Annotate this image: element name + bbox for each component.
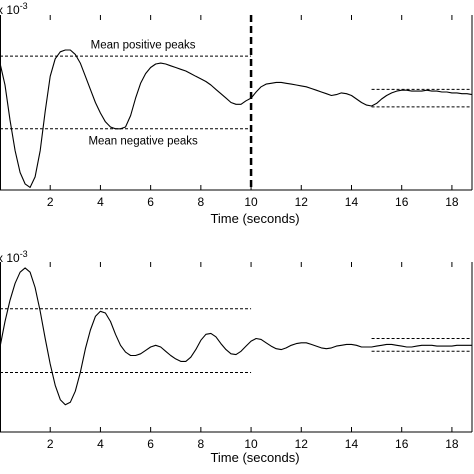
x-tick-label: 2 — [47, 195, 54, 209]
exponent-power: -3 — [20, 1, 28, 11]
x-tick-label: 8 — [198, 437, 205, 451]
x-axis-label: Time (seconds) — [210, 211, 299, 226]
x-tick-label: 10 — [244, 195, 258, 209]
top-panel: 2 4 6 8 10 12 14 16 18 x 10-3 Time (seconds) Mean p… — [0, 1, 473, 226]
exponent-label: x 10-3 — [0, 249, 28, 265]
x-tick-label: 10 — [244, 437, 258, 451]
x-tick-label: 16 — [395, 437, 409, 451]
x-tick-label: 18 — [445, 195, 459, 209]
x-tick-label: 8 — [198, 195, 205, 209]
series-line — [0, 49, 473, 188]
x-tick-label: 4 — [97, 195, 104, 209]
series-line — [0, 267, 472, 406]
x-tick-label: 4 — [97, 437, 104, 451]
x-tick-label: 6 — [147, 195, 154, 209]
x-tick-label: 12 — [295, 437, 309, 451]
x-axis-label: Time (seconds) — [210, 450, 299, 465]
x-tick-label: 18 — [445, 437, 459, 451]
annotation-label: Mean positive peaks — [91, 39, 196, 51]
exponent-base: x 10 — [0, 251, 20, 265]
x-tick-label: 2 — [47, 437, 54, 451]
exponent-label: x 10-3 — [0, 1, 28, 17]
exponent-base: x 10 — [0, 3, 20, 17]
annotation-label: Mean negative peaks — [88, 136, 198, 148]
x-tick-label: 14 — [345, 437, 359, 451]
x-tick-label: 12 — [295, 195, 309, 209]
x-tick-label: 16 — [395, 195, 409, 209]
exponent-power: -3 — [20, 249, 28, 259]
x-tick-label: 14 — [345, 195, 359, 209]
bottom-panel: 2 4 6 8 10 12 14 16 18 x 10-3 Time (seconds) — [0, 249, 473, 465]
x-tick-label: 6 — [147, 437, 154, 451]
